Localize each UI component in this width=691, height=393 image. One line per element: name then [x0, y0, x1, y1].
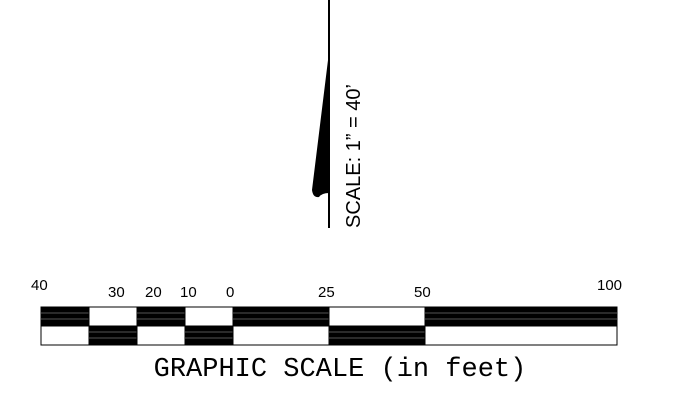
scale-segment: [328, 306, 426, 327]
scale-segment: [88, 325, 138, 346]
scale-label: 25: [318, 284, 335, 301]
scale-segment: [40, 325, 90, 346]
scale-caption: GRAPHIC SCALE (in feet): [154, 355, 527, 385]
scale-segment: [136, 325, 186, 346]
scale-label: 40: [31, 277, 48, 294]
scale-label: 30: [108, 284, 125, 301]
scale-segment: [88, 306, 138, 327]
scale-segment: [424, 325, 618, 346]
scale-segment: [232, 325, 330, 346]
scale-segment: [328, 325, 426, 346]
scale-label: 0: [226, 284, 234, 301]
scale-label: 20: [145, 284, 162, 301]
scale-bar: [40, 306, 618, 346]
scale-segment: [424, 306, 618, 327]
scale-label: 100: [597, 277, 622, 294]
north-arrow: [312, 52, 329, 198]
scale-segment: [184, 325, 234, 346]
scale-segment: [184, 306, 234, 327]
scale-label: 10: [180, 284, 197, 301]
scale-note: SCALE: 1” = 40’: [343, 84, 365, 228]
scale-segment: [136, 306, 186, 327]
scale-label: 50: [414, 284, 431, 301]
scale-segment: [40, 306, 90, 327]
scale-segment: [232, 306, 330, 327]
